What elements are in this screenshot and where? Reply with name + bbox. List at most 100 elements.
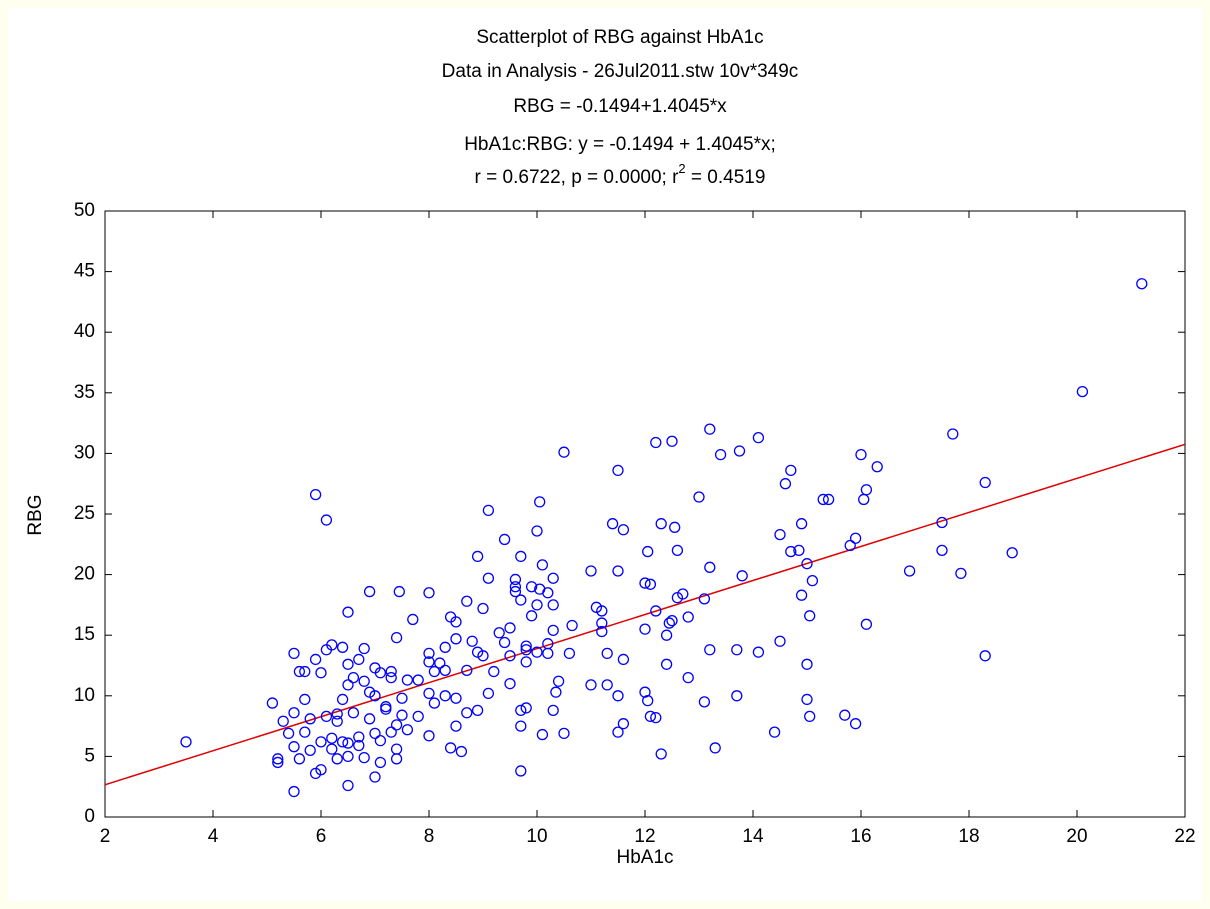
data-point xyxy=(566,619,578,632)
data-point xyxy=(293,665,306,678)
data-point xyxy=(401,724,414,736)
data-point xyxy=(515,765,527,777)
data-point xyxy=(455,745,468,758)
data-point xyxy=(669,521,681,533)
data-point xyxy=(439,690,451,702)
data-point xyxy=(947,428,959,440)
data-point xyxy=(331,715,343,727)
data-point xyxy=(709,742,721,754)
data-point xyxy=(801,558,813,570)
data-point xyxy=(531,599,543,611)
data-point xyxy=(849,532,862,544)
data-point xyxy=(547,624,559,637)
y-tick-label: 0 xyxy=(84,806,95,827)
data-point xyxy=(558,727,570,740)
data-point xyxy=(801,658,813,670)
data-point xyxy=(412,674,424,686)
data-point xyxy=(412,710,424,723)
data-point xyxy=(585,679,597,691)
data-point xyxy=(342,779,354,792)
data-point xyxy=(596,625,608,638)
data-point xyxy=(299,693,311,706)
data-point xyxy=(428,697,441,709)
data-point xyxy=(288,741,300,753)
data-point xyxy=(655,748,667,760)
data-point xyxy=(525,581,538,593)
data-point xyxy=(363,686,376,698)
data-point xyxy=(309,488,322,501)
data-point xyxy=(903,565,916,577)
data-point xyxy=(423,687,435,700)
data-point xyxy=(180,736,192,748)
data-point xyxy=(488,665,500,678)
data-point xyxy=(612,690,624,702)
data-point xyxy=(731,644,743,656)
data-point xyxy=(390,631,403,644)
data-point xyxy=(477,602,489,615)
data-point xyxy=(817,493,829,506)
data-point xyxy=(849,718,862,730)
data-point xyxy=(650,436,662,449)
data-point xyxy=(326,732,338,744)
data-point xyxy=(450,692,462,704)
y-tick-label: 15 xyxy=(74,624,95,645)
stats-text: r = 0.6722, p = 0.0000; r xyxy=(475,167,680,188)
data-point xyxy=(353,731,365,743)
data-point xyxy=(515,704,527,716)
data-point xyxy=(612,726,624,738)
data-point xyxy=(785,545,797,558)
data-point xyxy=(520,640,532,652)
data-point xyxy=(461,707,473,719)
y-tick-label: 30 xyxy=(74,442,95,463)
stats-text: = 0.4519 xyxy=(686,167,766,188)
data-point xyxy=(272,753,284,765)
data-point xyxy=(795,589,808,601)
data-point xyxy=(596,617,608,629)
data-point xyxy=(374,734,387,747)
data-point xyxy=(374,756,387,769)
chart-equation: RBG = -0.1494+1.4045*x xyxy=(513,96,727,117)
data-point xyxy=(423,587,435,599)
data-point xyxy=(401,674,414,686)
data-point xyxy=(471,550,484,563)
data-point xyxy=(277,715,289,727)
data-point xyxy=(509,573,522,586)
data-point xyxy=(336,693,349,706)
data-point xyxy=(353,739,365,752)
data-point xyxy=(752,646,765,658)
chart-stats: r = 0.6722, p = 0.0000; r2 = 0.4519 xyxy=(475,161,766,188)
data-point xyxy=(304,744,316,756)
data-point xyxy=(504,678,516,690)
data-point xyxy=(423,647,435,660)
data-point xyxy=(390,719,403,731)
data-point xyxy=(385,671,397,684)
data-point xyxy=(342,658,354,670)
data-point xyxy=(644,578,657,590)
data-point xyxy=(752,431,765,444)
data-point xyxy=(450,616,462,628)
y-tick-label: 10 xyxy=(74,685,95,706)
data-point xyxy=(293,753,306,765)
data-point xyxy=(342,737,354,749)
data-point xyxy=(839,709,851,721)
data-point xyxy=(385,726,397,738)
data-point xyxy=(731,690,743,702)
data-point xyxy=(1006,547,1018,559)
data-point xyxy=(520,702,532,714)
data-point xyxy=(612,565,624,577)
data-point xyxy=(542,587,554,599)
data-point xyxy=(396,709,408,721)
data-point xyxy=(363,713,376,725)
data-point xyxy=(936,516,948,529)
data-point xyxy=(471,704,484,716)
data-point xyxy=(617,718,630,730)
data-point xyxy=(979,476,991,489)
data-point xyxy=(531,646,543,658)
data-point xyxy=(563,647,576,660)
data-point xyxy=(450,720,462,732)
data-point xyxy=(663,617,675,629)
data-point xyxy=(299,665,311,678)
data-point xyxy=(336,736,349,748)
y-tick-label: 35 xyxy=(74,382,95,403)
